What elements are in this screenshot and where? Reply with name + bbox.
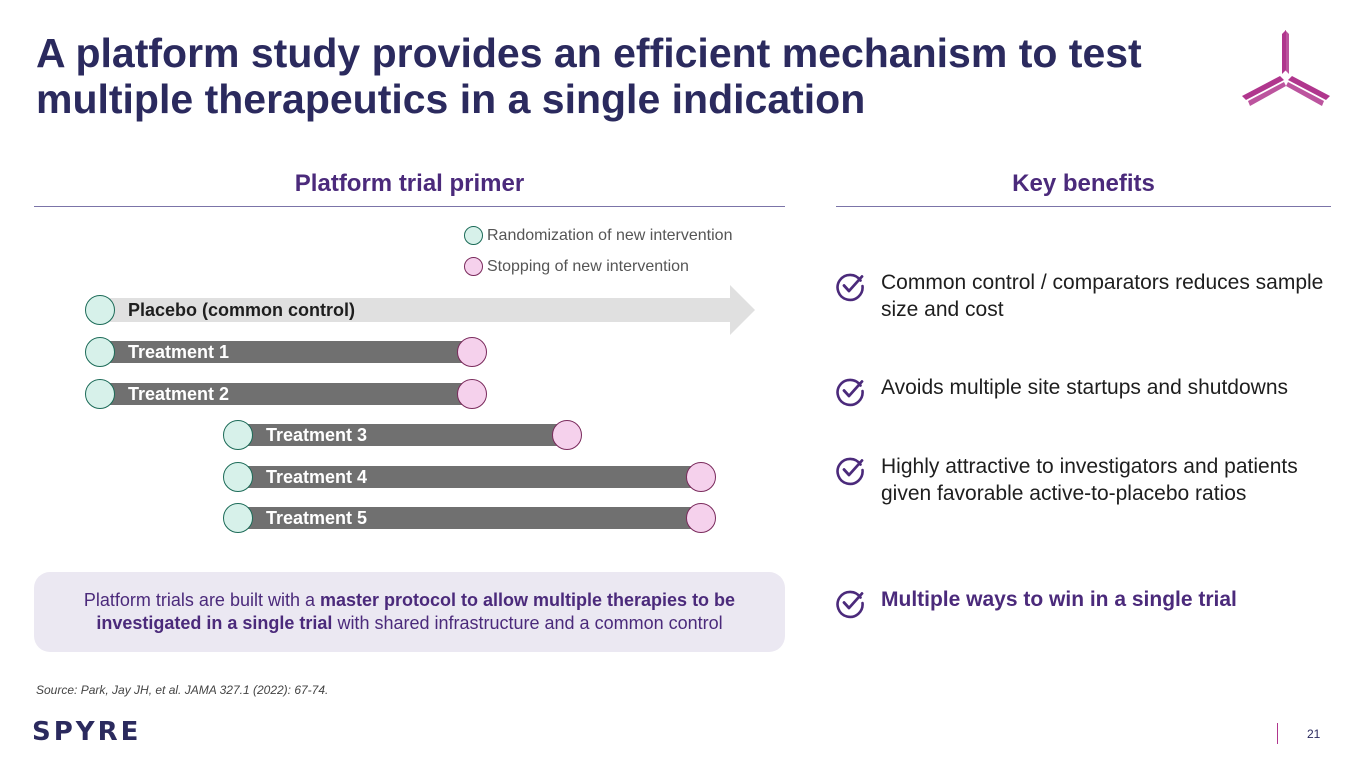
treatment-1-bar	[100, 341, 472, 363]
benefits-divider	[836, 206, 1331, 207]
check-circle-icon	[836, 378, 864, 407]
primer-divider	[34, 206, 785, 207]
slide-title-line-2: multiple therapeutics in a single indica…	[36, 76, 866, 122]
callout-prefix: Platform trials are built with a	[83, 590, 320, 610]
page-number: 21	[1307, 727, 1321, 741]
source-citation: Source: Park, Jay JH, et al. JAMA 327.1 …	[36, 683, 329, 697]
treatment-5-bar	[238, 507, 701, 529]
treatment-1-start-circle	[85, 337, 115, 367]
primer-heading: Platform trial primer	[294, 170, 525, 197]
treatment-1-label: Treatment 1	[128, 342, 230, 362]
placebo-start-circle	[85, 295, 115, 325]
legend-stopping: Stopping of new intervention	[464, 257, 689, 276]
treatment-2-start-circle	[85, 379, 115, 409]
check-circle-icon	[836, 590, 864, 619]
placebo-arrow	[100, 285, 755, 335]
tri-blade-logo-icon	[1242, 30, 1330, 106]
page-number-divider	[1277, 723, 1278, 744]
benefit-text: Highly attractive to investigators and p…	[881, 455, 1298, 505]
callout-suffix: with shared infrastructure and a common …	[332, 613, 723, 633]
slide-title: A platform study provides an efficient m…	[36, 30, 1216, 122]
check-circle-icon	[836, 273, 864, 302]
stopping-dot-icon	[464, 257, 483, 276]
legend-randomization: Randomization of new intervention	[464, 226, 732, 245]
treatment-3-bar	[238, 424, 567, 446]
treatment-5-stop-circle	[686, 503, 716, 533]
benefits-heading: Key benefits	[1012, 170, 1155, 197]
treatment-2-bar	[100, 383, 472, 405]
treatment-5-start-circle	[223, 503, 253, 533]
randomization-dot-icon	[464, 226, 483, 245]
treatment-3-start-circle	[223, 420, 253, 450]
benefit-text-highlight: Multiple ways to win in a single trial	[881, 588, 1237, 611]
treatment-5-label: Treatment 5	[266, 508, 368, 528]
treatment-4-stop-circle	[686, 462, 716, 492]
platform-callout-text: Platform trials are built with a master …	[46, 589, 773, 635]
callout-bold: master protocol to allow multiple therap…	[96, 590, 736, 633]
legend-stopping-label: Stopping of new intervention	[487, 257, 689, 275]
legend-randomization-label: Randomization of new intervention	[487, 226, 733, 244]
brand-wordmark: SPYRE	[32, 717, 142, 747]
treatment-4-bar	[238, 466, 701, 488]
treatment-3-label: Treatment 3	[266, 425, 368, 445]
benefit-text: Common control / comparators reduces sam…	[881, 271, 1324, 321]
treatment-2-stop-circle	[457, 379, 487, 409]
treatment-4-label: Treatment 4	[266, 467, 368, 487]
platform-callout: Platform trials are built with a master …	[34, 572, 785, 652]
benefit-text: Avoids multiple site startups and shutdo…	[881, 376, 1288, 399]
placebo-label: Placebo (common control)	[128, 300, 356, 320]
treatment-2-label: Treatment 2	[128, 384, 230, 404]
treatment-3-stop-circle	[552, 420, 582, 450]
treatment-4-start-circle	[223, 462, 253, 492]
check-circle-icon	[836, 457, 864, 486]
treatment-1-stop-circle	[457, 337, 487, 367]
slide-title-line-1: A platform study provides an efficient m…	[36, 30, 1142, 76]
